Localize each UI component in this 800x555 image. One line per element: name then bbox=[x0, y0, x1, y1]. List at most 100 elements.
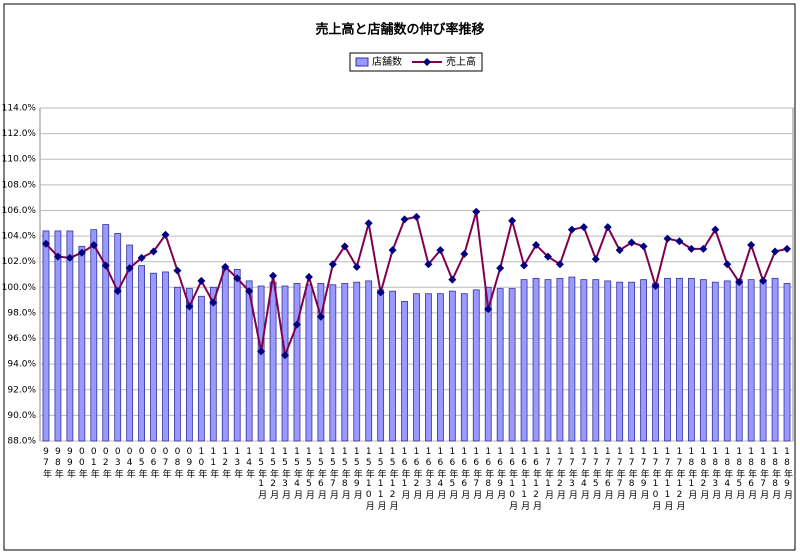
bar bbox=[341, 283, 349, 442]
x-tick-label: 05年 bbox=[137, 447, 148, 479]
marker bbox=[627, 238, 636, 247]
x-tick-label: 17年8月 bbox=[627, 447, 638, 500]
x-tick-label: 15年4月 bbox=[292, 447, 303, 500]
marker bbox=[484, 305, 493, 314]
bar bbox=[162, 271, 169, 442]
marker bbox=[400, 215, 409, 224]
marker bbox=[567, 225, 576, 234]
x-tick-label: 00年 bbox=[77, 447, 88, 479]
bar bbox=[186, 288, 193, 442]
bar bbox=[711, 281, 719, 442]
x-tick-label: 15年2月 bbox=[268, 447, 279, 500]
bar bbox=[377, 289, 385, 442]
marker bbox=[412, 212, 421, 221]
x-tick-label: 14年 bbox=[244, 447, 255, 479]
x-tick-label: 15年1月 bbox=[256, 447, 267, 500]
bar bbox=[150, 272, 157, 442]
bar bbox=[592, 279, 600, 442]
marker bbox=[388, 246, 397, 255]
marker bbox=[639, 242, 648, 251]
x-tick-label: 18年1月 bbox=[686, 447, 697, 500]
marker bbox=[376, 288, 385, 297]
x-tick-label: 17年9月 bbox=[639, 447, 650, 500]
marker bbox=[233, 274, 242, 283]
marker bbox=[364, 219, 373, 228]
marker bbox=[543, 252, 552, 261]
marker bbox=[41, 239, 50, 248]
x-tick-label: 18年7月 bbox=[758, 447, 769, 500]
bar bbox=[209, 286, 217, 442]
bar bbox=[580, 279, 588, 442]
bar bbox=[257, 285, 265, 442]
x-tick-label: 15年3月 bbox=[280, 447, 291, 500]
x-tick-label: 17年7月 bbox=[615, 447, 626, 500]
bar bbox=[556, 277, 564, 442]
legend-label: 店舗数 bbox=[372, 55, 402, 68]
x-tick-label: 17年4月 bbox=[579, 447, 590, 500]
x-tick-label: 16年6月 bbox=[459, 447, 470, 500]
x-tick-label: 15年5月 bbox=[304, 447, 315, 500]
marker bbox=[316, 312, 325, 321]
bar bbox=[281, 285, 289, 442]
y-tick-label: 106.0% bbox=[2, 206, 37, 216]
bar bbox=[437, 293, 444, 442]
bar bbox=[664, 277, 671, 442]
bar bbox=[54, 230, 62, 442]
x-tick-label: 16年10月 bbox=[507, 447, 518, 511]
x-tick-label: 07年 bbox=[161, 447, 172, 479]
x-tick-label: 98年 bbox=[53, 447, 64, 479]
marker bbox=[173, 266, 182, 275]
x-tick-label: 16年8月 bbox=[483, 447, 494, 500]
x-tick-label: 18年4月 bbox=[722, 447, 733, 500]
marker bbox=[735, 278, 744, 287]
marker bbox=[508, 216, 517, 225]
bar bbox=[66, 230, 74, 442]
x-tick-label: 02年 bbox=[101, 447, 112, 479]
x-tick-label: 16年12月 bbox=[531, 447, 542, 511]
x-tick-label: 99年 bbox=[65, 447, 76, 479]
bar bbox=[221, 266, 229, 442]
y-tick-label: 114.0% bbox=[2, 104, 37, 114]
bar bbox=[568, 276, 576, 442]
marker bbox=[269, 271, 278, 280]
bar bbox=[42, 230, 50, 442]
marker bbox=[436, 246, 445, 255]
marker bbox=[137, 253, 146, 262]
x-tick-label: 17年6月 bbox=[603, 447, 614, 500]
marker bbox=[352, 262, 361, 271]
x-tick-label: 18年2月 bbox=[698, 447, 709, 500]
x-tick-label: 04年 bbox=[125, 447, 136, 479]
x-tick-label: 15年9月 bbox=[352, 447, 363, 500]
bar bbox=[293, 283, 301, 442]
bar bbox=[652, 283, 659, 442]
y-tick-label: 112.0% bbox=[2, 129, 37, 139]
y-tick-label: 108.0% bbox=[2, 180, 37, 190]
legend-marker bbox=[423, 58, 431, 66]
marker bbox=[304, 273, 313, 282]
x-tick-label: 15年11月 bbox=[376, 447, 387, 511]
marker bbox=[579, 223, 588, 232]
marker bbox=[723, 260, 732, 269]
y-tick-label: 96.0% bbox=[7, 334, 36, 344]
y-tick-label: 100.0% bbox=[2, 283, 37, 293]
bar bbox=[138, 265, 145, 442]
marker bbox=[89, 241, 98, 250]
marker bbox=[53, 252, 62, 261]
bar bbox=[245, 280, 253, 442]
x-tick-label: 18年9月 bbox=[782, 447, 793, 500]
x-tick-label: 17年12月 bbox=[674, 447, 685, 511]
x-tick-label: 09年 bbox=[184, 447, 195, 479]
marker bbox=[281, 351, 290, 360]
bar bbox=[640, 279, 647, 442]
marker bbox=[496, 264, 505, 273]
marker bbox=[101, 261, 110, 270]
marker bbox=[77, 248, 86, 257]
bar bbox=[604, 280, 612, 442]
bar bbox=[484, 286, 492, 442]
x-tick-label: 17年10月 bbox=[651, 447, 662, 511]
bar bbox=[628, 281, 636, 442]
bar bbox=[365, 280, 373, 442]
marker bbox=[340, 242, 349, 251]
marker bbox=[460, 250, 469, 259]
x-tick-label: 08年 bbox=[172, 447, 183, 479]
